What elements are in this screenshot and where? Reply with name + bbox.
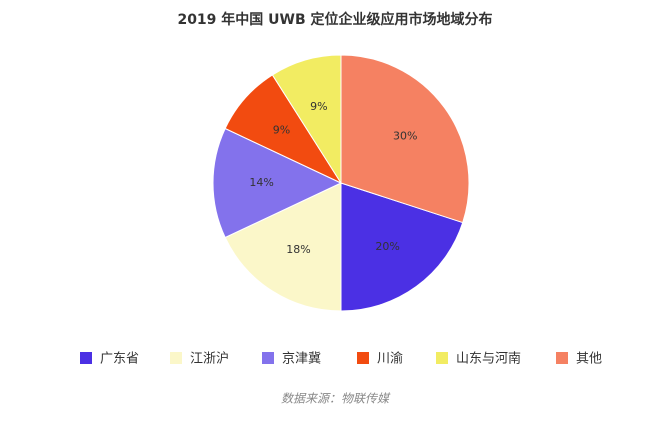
data-label: 20%	[375, 240, 399, 253]
legend-label: 江浙沪	[190, 351, 229, 367]
data-label: 30%	[393, 129, 417, 142]
legend-label: 川渝	[377, 351, 403, 367]
pie-slice	[340, 54, 470, 224]
legend-label: 广东省	[100, 352, 139, 367]
legend-swatch	[170, 352, 182, 364]
data-label: 9%	[273, 124, 290, 137]
data-label: 18%	[286, 243, 310, 256]
legend-swatch	[357, 352, 369, 364]
legend-swatch	[262, 352, 274, 364]
data-label: 9%	[310, 100, 327, 113]
chart-title: 2019 年中国 UWB 定位企业级应用市场地域分布	[177, 11, 492, 28]
pie-slice	[340, 182, 464, 312]
legend-label: 其他	[576, 352, 602, 367]
pie-slice	[212, 127, 343, 239]
legend-label: 京津冀	[282, 351, 321, 367]
legend-swatch	[80, 352, 92, 364]
legend-label: 山东与河南	[456, 351, 521, 367]
legend-swatch	[556, 352, 568, 364]
source: 数据来源：物联传媒	[281, 392, 391, 406]
legend-swatch	[436, 352, 448, 364]
data-label: 14%	[249, 176, 273, 189]
pie-slice	[224, 182, 342, 312]
